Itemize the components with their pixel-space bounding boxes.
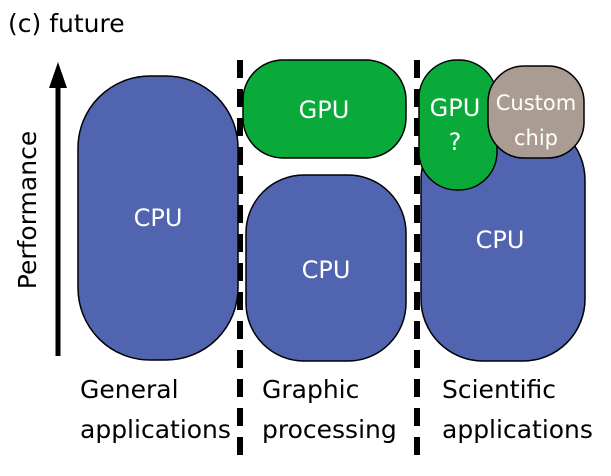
- gpu-block-graphic: [242, 59, 407, 159]
- y-axis-label: Performance: [13, 131, 42, 289]
- column-label-graphic-1: Graphic: [262, 375, 359, 404]
- cpu-label-general: CPU: [134, 204, 183, 232]
- column-label-general-1: General: [80, 375, 179, 404]
- gpu-question-mark: ?: [449, 128, 462, 156]
- gpu-label-scientific: GPU: [430, 94, 481, 122]
- column-label-scientific-1: Scientific: [442, 375, 556, 404]
- gpu-block-scientific: [418, 59, 498, 191]
- custom-chip-label-2: chip: [514, 126, 558, 150]
- cpu-label-graphic: CPU: [302, 256, 351, 284]
- custom-chip-label-1: Custom: [496, 91, 576, 115]
- diagram-title: (c) future: [8, 9, 125, 38]
- column-label-graphic-2: processing: [262, 415, 397, 444]
- column-label-scientific-2: applications: [442, 415, 593, 444]
- cpu-label-scientific: CPU: [476, 226, 525, 254]
- column-label-general-2: applications: [80, 415, 231, 444]
- cpu-block-graphic: [245, 174, 407, 362]
- gpu-label-graphic: GPU: [299, 96, 350, 124]
- performance-arrow: [49, 62, 67, 356]
- custom-chip-block: [487, 65, 585, 159]
- cpu-block-general: [77, 75, 239, 361]
